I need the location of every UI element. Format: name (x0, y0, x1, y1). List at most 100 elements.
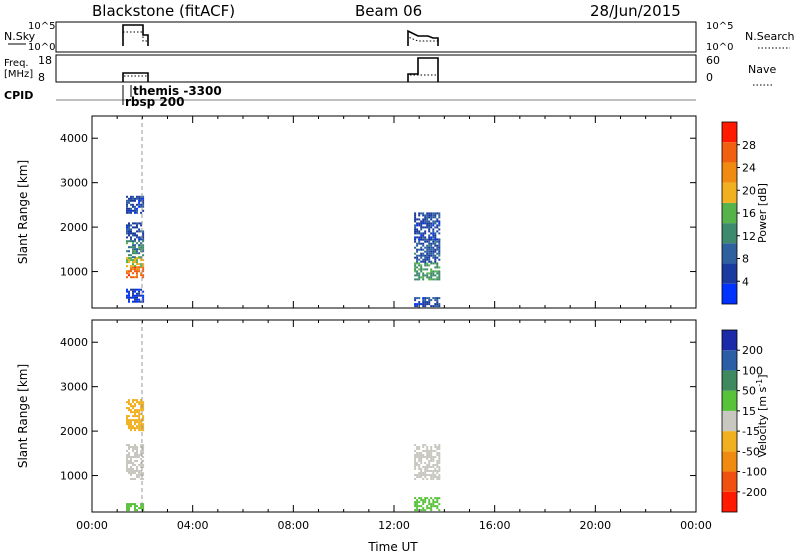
velocity-data-cell (136, 466, 138, 468)
velocity-data-cell (128, 423, 130, 426)
velocity-data-cell (430, 503, 433, 506)
velocity-data-cell (430, 458, 433, 460)
power-data-cell (424, 258, 427, 261)
velocity-data-cell (132, 446, 134, 448)
power-data-cell (414, 212, 417, 215)
time-tick-label: 04:00 (177, 519, 209, 532)
velocity-data-cell (430, 478, 433, 480)
power-data-cell (434, 232, 437, 235)
velocity-data-cell (140, 472, 143, 474)
velocity-data-cell (130, 468, 132, 470)
velocity-data-cell (432, 472, 435, 474)
velocity-data-cell (136, 505, 138, 508)
power-data-cell (430, 236, 433, 239)
velocity-data-cell (134, 464, 136, 466)
nsearch-tick-bottom: 10^0 (706, 42, 733, 53)
velocity-colorbar-segment (722, 491, 737, 512)
power-data-cell (126, 296, 128, 299)
power-data-cell (132, 244, 134, 247)
velocity-data-cell (424, 470, 427, 472)
power-data-cell (134, 300, 136, 303)
power-data-cell (140, 205, 143, 208)
velocity-data-cell (420, 468, 423, 470)
nsky-trace-1 (122, 24, 149, 46)
power-data-cell (422, 214, 425, 217)
power-data-cell (128, 298, 130, 301)
velocity-data-cell (136, 456, 138, 458)
power-data-cell (420, 266, 423, 269)
power-data-cell (126, 226, 128, 229)
power-data-cell (134, 244, 136, 247)
power-data-cell (436, 248, 439, 251)
power-data-cell (432, 297, 435, 300)
power-data-cell (130, 209, 132, 212)
power-data-cell (418, 276, 421, 279)
velocity-data-cell (432, 460, 435, 462)
velocity-data-cell (126, 444, 128, 446)
power-data-cell (432, 246, 435, 249)
velocity-data-cell (128, 448, 130, 450)
power-data-cell (426, 258, 429, 261)
velocity-data-cell (140, 425, 143, 428)
velocity-data-cell (418, 456, 421, 458)
nsearch-label: N.Search (745, 30, 795, 43)
power-data-cell (428, 299, 431, 302)
power-data-cell (416, 230, 419, 233)
velocity-data-cell (424, 472, 427, 474)
velocity-data-cell (422, 474, 425, 476)
velocity-data-cell (430, 505, 433, 508)
velocity-data-cell (140, 474, 143, 476)
power-data-cell (414, 264, 417, 267)
power-frame (91, 115, 697, 309)
velocity-data-cell (128, 444, 130, 446)
velocity-data-cell (138, 423, 141, 426)
power-data-cell (126, 276, 128, 279)
velocity-data-cell (416, 507, 419, 510)
power-data-cell (126, 207, 128, 210)
power-data-cell (134, 250, 136, 253)
power-data-cell (414, 236, 417, 239)
power-data-cell (134, 248, 136, 251)
velocity-data-cell (134, 460, 136, 462)
velocity-data-cell (414, 462, 417, 464)
power-data-cell (138, 288, 141, 291)
power-data-cell (428, 301, 431, 304)
power-data-cell (422, 252, 425, 255)
power-data-cell (126, 259, 128, 262)
velocity-colorbar-label: 15 (742, 405, 756, 418)
velocity-data-cell (418, 446, 421, 448)
velocity-data-cell (438, 452, 441, 454)
power-data-cell (422, 299, 425, 302)
power-data-cell (424, 216, 427, 219)
velocity-data-cell (422, 456, 425, 458)
power-data-cell (142, 259, 145, 262)
velocity-data-cell (142, 427, 145, 430)
velocity-data-cell (426, 456, 429, 458)
power-data-cell (416, 228, 419, 231)
velocity-data-cell (136, 448, 138, 450)
velocity-data-cell (432, 450, 435, 452)
velocity-data-cell (420, 497, 423, 500)
power-data-cell (416, 297, 419, 300)
velocity-data-cell (138, 417, 141, 420)
velocity-data-cell (128, 509, 130, 512)
velocity-data-cell (130, 456, 132, 458)
velocity-data-cell (126, 450, 128, 452)
velocity-data-cell (434, 468, 437, 470)
power-data-cell (414, 214, 417, 217)
power-data-cell (136, 272, 138, 275)
power-data-cell (434, 258, 437, 261)
power-data-cell (428, 224, 431, 227)
velocity-data-cell (126, 456, 128, 458)
power-data-cell (420, 212, 423, 215)
power-data-cell (418, 236, 421, 239)
power-data-cell (424, 299, 427, 302)
power-data-cell (432, 272, 435, 275)
velocity-data-cell (134, 507, 136, 510)
power-data-cell (420, 220, 423, 223)
power-data-cell (128, 222, 130, 225)
power-data-cell (126, 288, 128, 291)
power-data-cell (138, 228, 141, 231)
power-data-cell (126, 224, 128, 227)
power-data-cell (140, 236, 143, 239)
